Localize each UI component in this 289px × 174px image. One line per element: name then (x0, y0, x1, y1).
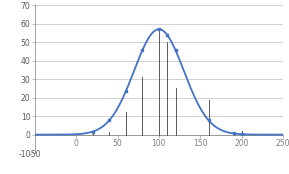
Text: -50: -50 (28, 150, 41, 159)
